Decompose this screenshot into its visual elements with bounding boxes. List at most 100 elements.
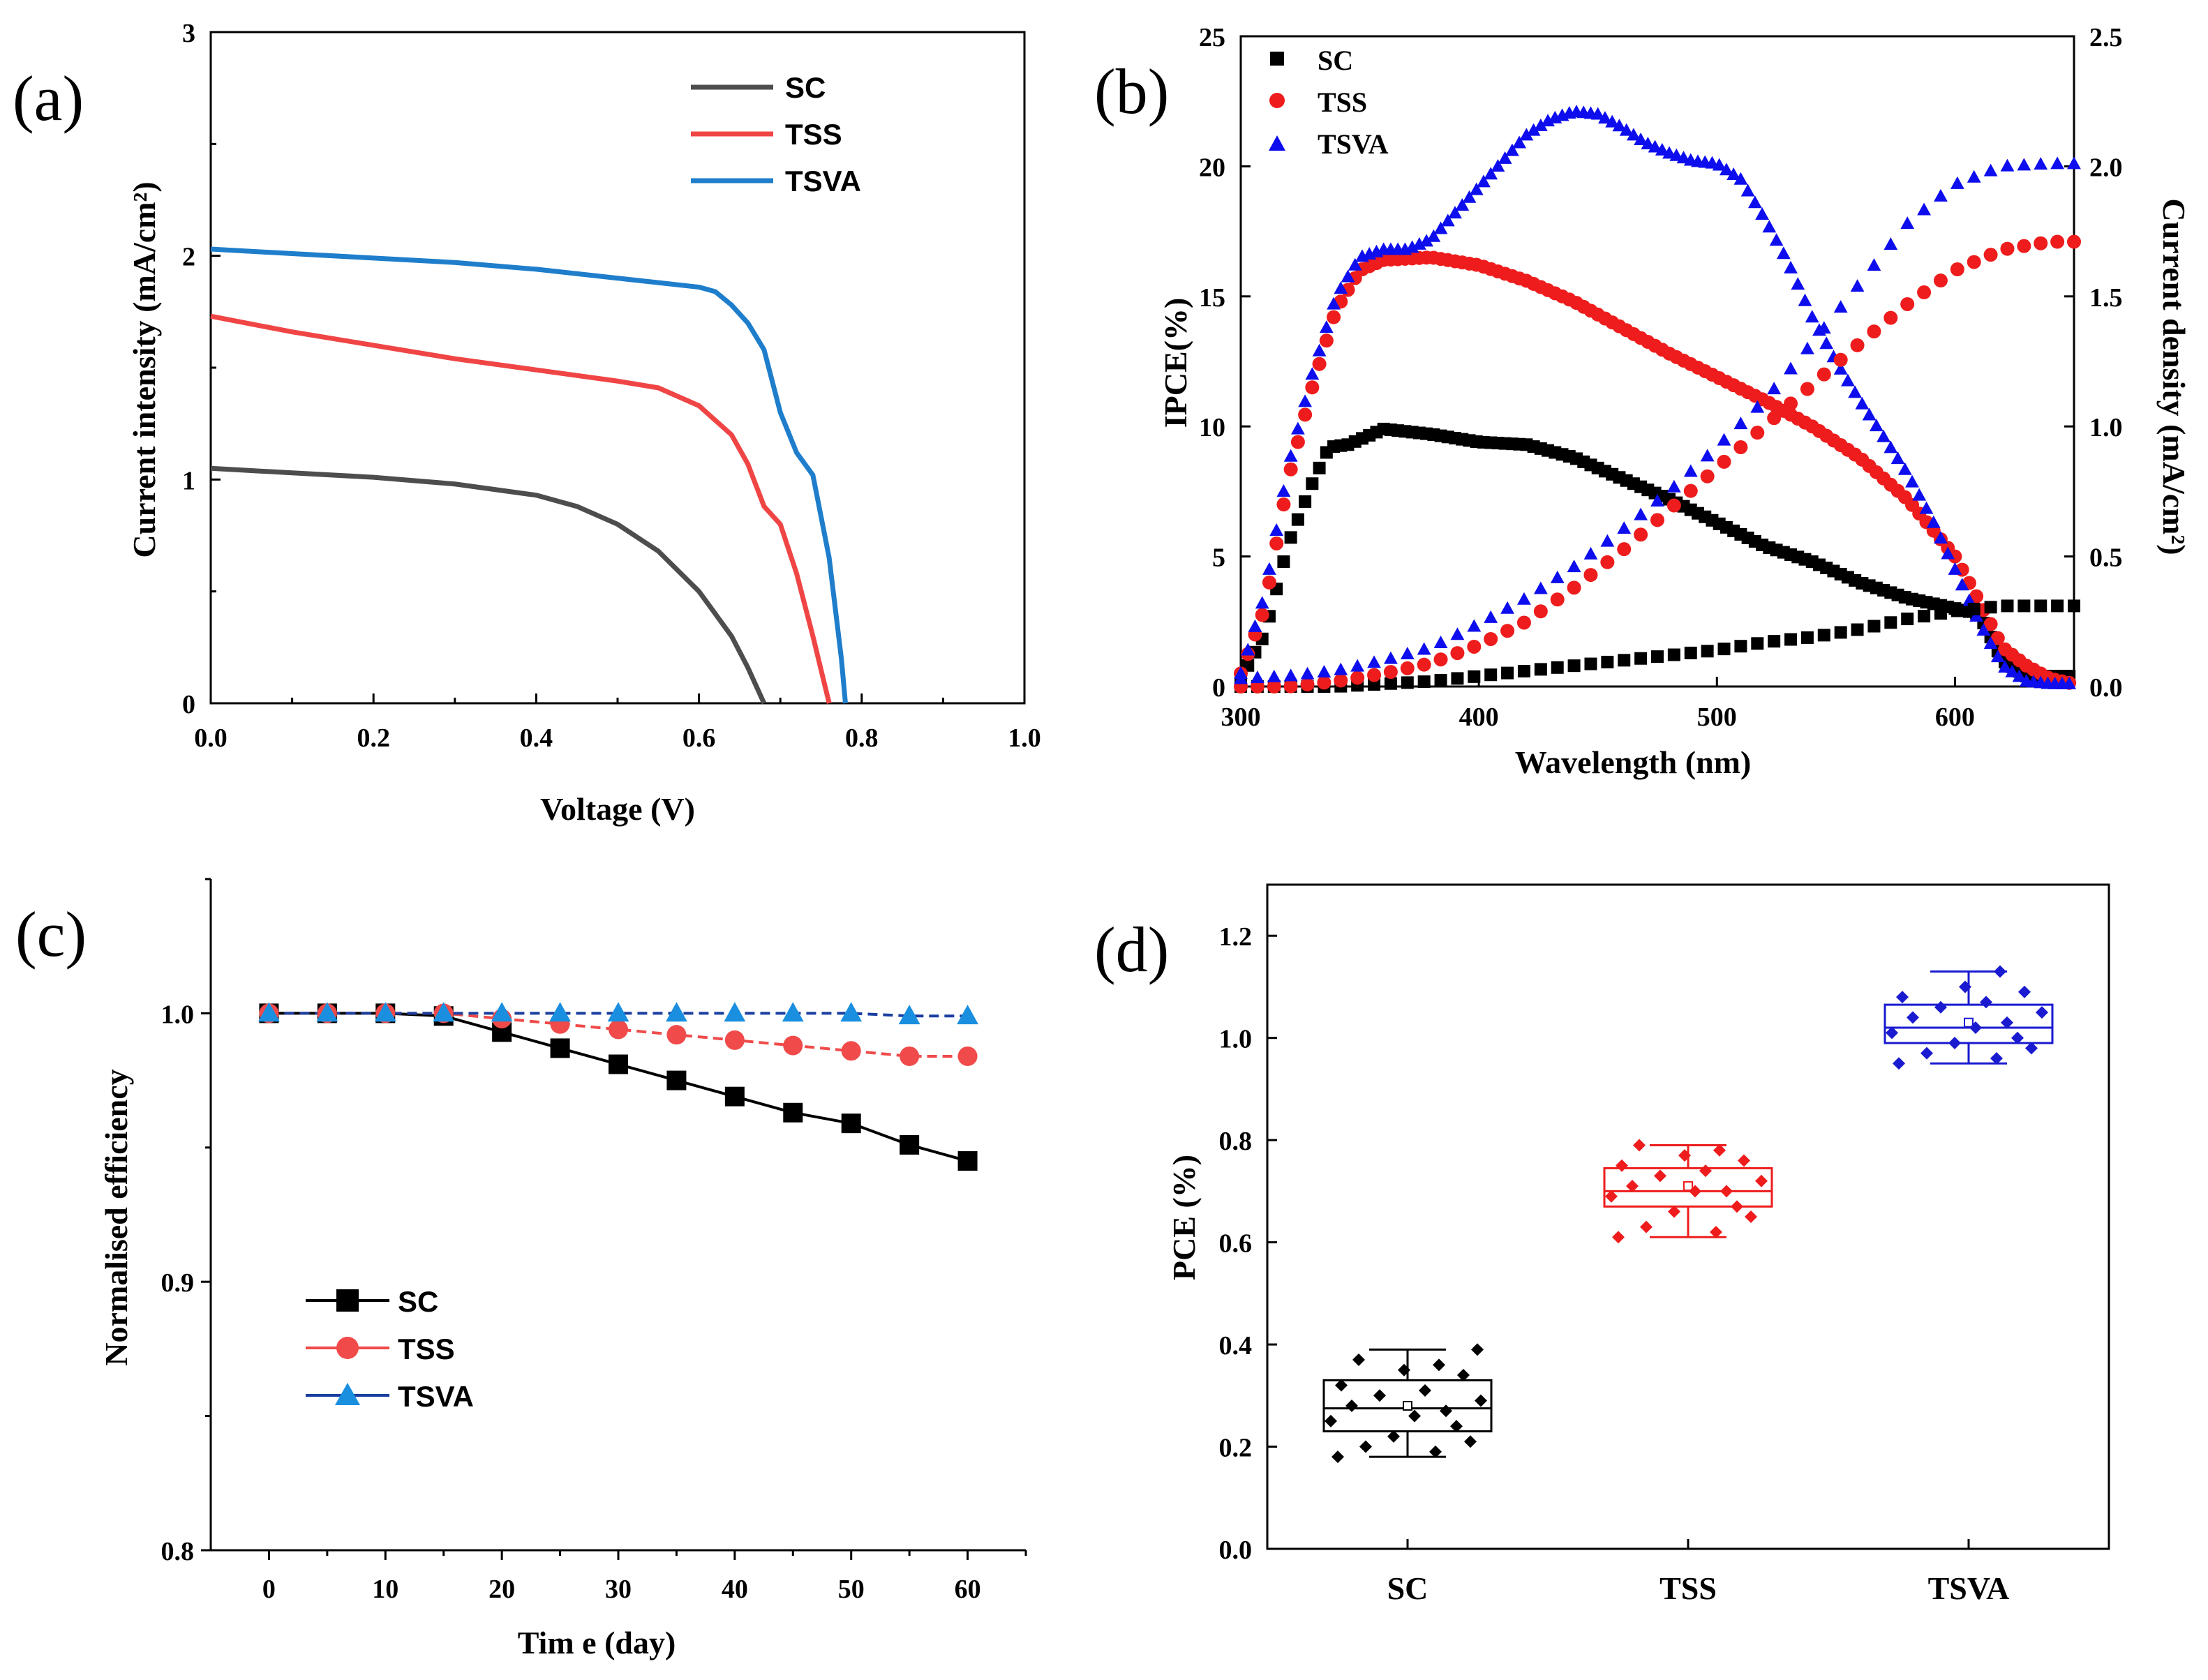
data-point (1408, 1409, 1421, 1423)
data-point (1867, 324, 1881, 339)
data-point (1950, 604, 1964, 617)
x-tick-label: 20 (488, 1575, 515, 1604)
panel-b-legend: SC TSS TSVA (1269, 45, 1389, 160)
data-point (1440, 213, 1455, 227)
data-point (1634, 527, 1648, 542)
data-point (1969, 608, 1984, 622)
data-point (1683, 464, 1698, 477)
data-point (1633, 1139, 1646, 1152)
data-point (1867, 258, 1881, 271)
data-point-sc (724, 1086, 745, 1107)
data-point (1298, 407, 1313, 422)
data-point (1387, 1430, 1400, 1443)
y-left-tick-label: 0 (1212, 673, 1225, 703)
data-point (2012, 669, 2027, 682)
data-point-tsva (840, 1002, 863, 1022)
y-tick-label: 2 (182, 243, 195, 272)
x-tick-label: 0.4 (520, 723, 553, 753)
data-point (2017, 239, 2031, 253)
data-point (1877, 429, 1890, 442)
legend-a-tss-label: TSS (785, 118, 842, 151)
data-point (1745, 1210, 1757, 1223)
legend-b-tss-label: TSS (1318, 87, 1367, 118)
data-point (1484, 668, 1498, 682)
data-point (1598, 111, 1612, 124)
data-point (1918, 610, 1931, 623)
data-point (1534, 663, 1547, 676)
data-point (1384, 651, 1398, 664)
box-tss (1603, 1139, 1773, 1244)
data-point (1990, 1051, 2003, 1065)
data-point (1417, 657, 1431, 672)
data-point (1291, 513, 1304, 526)
data-point (1319, 320, 1334, 333)
panel-b-ticks: 300 400 500 600 0 5 10 15 20 25 0.0 0.5 1.0 1.5 2.0 2.5 (1199, 23, 2123, 732)
data-point (1634, 133, 1648, 146)
data-point (1983, 248, 1998, 262)
panel-a: (a) 0.0 0.2 0.4 0.6 0.8 1.0 0 1 2 3 Voltage (V) C… (13, 19, 1041, 827)
data-point (1426, 229, 1441, 242)
data-point (1526, 123, 1541, 136)
y-right-tick-label: 2.0 (2089, 153, 2123, 182)
data-point (1900, 216, 1915, 230)
data-point-tsva (607, 1002, 629, 1022)
data-point (1784, 260, 1798, 273)
panel-d-ylabel: PCE (%) (1166, 1155, 1202, 1280)
data-point (1533, 604, 1548, 619)
data-point (1434, 674, 1447, 687)
data-point (1590, 107, 1605, 120)
data-point (1791, 277, 1805, 290)
data-point (2001, 599, 2014, 613)
data-point (1967, 602, 1981, 615)
data-point (1720, 1185, 1733, 1198)
panel-a-ylabel: Current intensity (mA/cm²) (126, 181, 162, 557)
data-point (1990, 650, 2005, 663)
data-point-sc (957, 1151, 978, 1171)
data-point (1451, 672, 1464, 685)
data-point (1717, 643, 1731, 656)
data-point (1255, 608, 1269, 622)
y-tick-label: 1.0 (161, 1000, 195, 1029)
data-point (1755, 1174, 1768, 1187)
data-point (1655, 142, 1669, 156)
data-point (1869, 419, 1883, 432)
data-point (1733, 417, 1748, 430)
panel-c-letter: (c) (15, 899, 87, 970)
mean-marker (1964, 1017, 1974, 1028)
data-point (1640, 1220, 1653, 1233)
box-iqr (1322, 1379, 1493, 1433)
data-point (1990, 631, 2005, 645)
data-point (1317, 665, 1331, 678)
data-point (1600, 555, 1615, 569)
data-point (1734, 640, 1747, 653)
data-point (1584, 657, 1597, 670)
data-point (1983, 163, 1998, 177)
mean-marker (1683, 1181, 1693, 1192)
data-point (1500, 601, 1514, 614)
data-point (1276, 484, 1291, 497)
x-tick-label: 300 (1221, 703, 1261, 732)
data-point (1850, 338, 1865, 352)
data-point (1448, 206, 1462, 219)
data-point-tsva (433, 1002, 455, 1022)
data-point (1819, 336, 1834, 350)
data-point (1726, 167, 1741, 180)
panel-c-legend: SC TSS TSVA (306, 1285, 474, 1413)
data-point (1550, 592, 1565, 607)
data-point-sc (783, 1102, 803, 1123)
y-left-tick-label: 10 (1199, 413, 1225, 442)
data-point (1305, 367, 1320, 380)
data-point (1450, 646, 1465, 661)
data-point-tsva (666, 1002, 687, 1022)
data-point (1277, 555, 1290, 569)
data-point (1767, 382, 1782, 395)
y-right-tick-label: 0.5 (2089, 543, 2123, 573)
data-point (1616, 1159, 1628, 1172)
data-point (1433, 652, 1448, 667)
data-point (1641, 136, 1655, 149)
data-point (1994, 965, 2006, 978)
y-left-tick-label: 15 (1199, 283, 1225, 313)
data-point (1733, 440, 1748, 455)
data-point (1512, 135, 1527, 149)
panel-b-xlabel: Wavelength (nm) (1515, 744, 1752, 780)
